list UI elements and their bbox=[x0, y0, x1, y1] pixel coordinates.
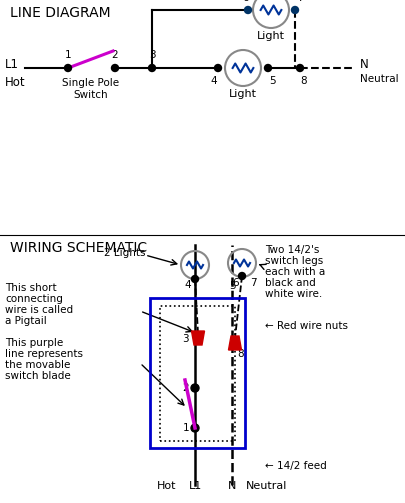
Text: line represents: line represents bbox=[5, 349, 83, 359]
Text: Light: Light bbox=[229, 89, 257, 99]
Text: 4: 4 bbox=[211, 76, 217, 86]
Text: 7: 7 bbox=[250, 278, 257, 288]
Text: Neutral: Neutral bbox=[360, 74, 399, 84]
Text: Hot: Hot bbox=[157, 481, 177, 491]
Text: connecting: connecting bbox=[5, 294, 63, 304]
Text: 7: 7 bbox=[297, 0, 303, 3]
Text: 6: 6 bbox=[243, 0, 249, 3]
Text: 6: 6 bbox=[232, 278, 239, 288]
Circle shape bbox=[239, 273, 245, 280]
Text: Two 14/2's: Two 14/2's bbox=[265, 245, 320, 255]
Text: 8: 8 bbox=[301, 76, 307, 86]
Text: ← 14/2 feed: ← 14/2 feed bbox=[265, 461, 327, 471]
Text: 2: 2 bbox=[182, 383, 189, 393]
Text: 8: 8 bbox=[237, 349, 244, 359]
Text: N: N bbox=[360, 57, 369, 70]
Circle shape bbox=[264, 64, 271, 71]
Text: black and: black and bbox=[265, 278, 316, 288]
Bar bbox=[150, 298, 245, 448]
Circle shape bbox=[245, 7, 252, 14]
Text: 2: 2 bbox=[112, 50, 118, 60]
Polygon shape bbox=[228, 336, 241, 350]
Text: Neutral: Neutral bbox=[246, 481, 288, 491]
Text: switch blade: switch blade bbox=[5, 371, 71, 381]
Text: L1: L1 bbox=[5, 57, 19, 70]
Text: This short: This short bbox=[5, 283, 57, 293]
Text: LINE DIAGRAM: LINE DIAGRAM bbox=[10, 6, 111, 20]
Text: wire is called: wire is called bbox=[5, 305, 73, 315]
Text: each with a: each with a bbox=[265, 267, 325, 277]
Text: 4: 4 bbox=[184, 280, 191, 290]
Text: 2 Lights: 2 Lights bbox=[104, 248, 145, 258]
Text: Light: Light bbox=[257, 31, 285, 41]
Text: ← Red wire nuts: ← Red wire nuts bbox=[265, 321, 348, 331]
Text: 1: 1 bbox=[182, 423, 189, 433]
Text: Switch: Switch bbox=[74, 90, 108, 100]
Text: Hot: Hot bbox=[5, 75, 26, 89]
Text: switch legs: switch legs bbox=[265, 256, 323, 266]
Text: 3: 3 bbox=[149, 50, 155, 60]
Text: WIRING SCHEMATIC: WIRING SCHEMATIC bbox=[10, 241, 147, 255]
Text: white wire.: white wire. bbox=[265, 289, 322, 299]
Text: 3: 3 bbox=[182, 334, 189, 344]
Text: N: N bbox=[228, 481, 236, 491]
Text: Single Pole: Single Pole bbox=[62, 78, 119, 88]
Circle shape bbox=[191, 384, 199, 392]
Circle shape bbox=[296, 64, 303, 71]
Text: This purple: This purple bbox=[5, 338, 63, 348]
Text: 5: 5 bbox=[269, 76, 275, 86]
Text: 1: 1 bbox=[65, 50, 71, 60]
Bar bbox=[160, 306, 235, 441]
Circle shape bbox=[149, 64, 156, 71]
Text: a Pigtail: a Pigtail bbox=[5, 316, 47, 326]
Circle shape bbox=[192, 276, 198, 283]
Circle shape bbox=[64, 64, 72, 71]
Circle shape bbox=[215, 64, 222, 71]
Polygon shape bbox=[192, 331, 205, 345]
Circle shape bbox=[191, 424, 199, 432]
Circle shape bbox=[111, 64, 119, 71]
Text: L1: L1 bbox=[188, 481, 202, 491]
Text: the movable: the movable bbox=[5, 360, 70, 370]
Circle shape bbox=[292, 7, 298, 14]
Text: 5: 5 bbox=[229, 281, 235, 291]
